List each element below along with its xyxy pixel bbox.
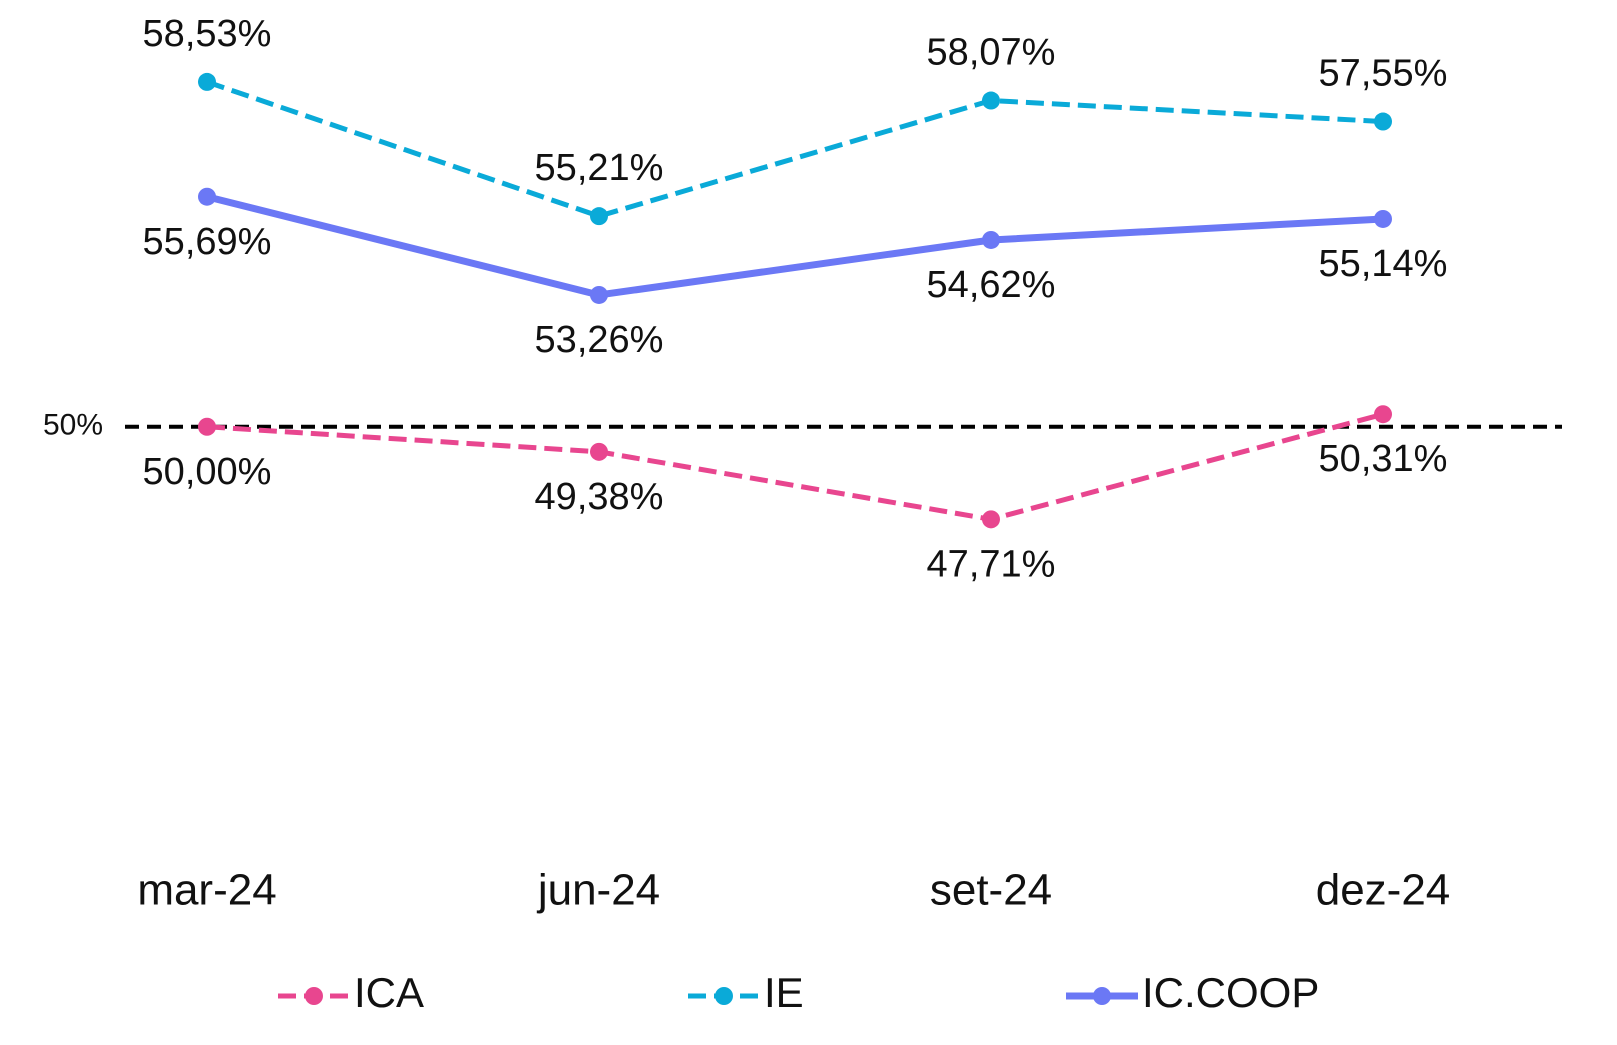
- x-tick-label: set-24: [930, 866, 1052, 915]
- data-point: [1374, 209, 1392, 228]
- y-tick-label: 50%: [43, 409, 103, 442]
- data-label: 55,14%: [1319, 243, 1448, 285]
- data-label: 55,69%: [143, 221, 272, 263]
- data-label: 55,21%: [535, 147, 664, 189]
- series-line: [206, 193, 1384, 299]
- data-point: [982, 230, 1000, 249]
- data-point: [198, 187, 216, 206]
- data-point: [198, 417, 216, 436]
- data-label: 58,07%: [927, 32, 1056, 74]
- data-point: [1374, 405, 1392, 424]
- x-tick-label: mar-24: [137, 866, 276, 915]
- legend-label: IE: [764, 969, 804, 1016]
- x-tick-label: jun-24: [536, 866, 660, 915]
- data-label: 49,38%: [535, 476, 664, 518]
- data-point: [982, 91, 1000, 110]
- legend-label: ICA: [354, 969, 424, 1016]
- data-point: [982, 510, 1000, 529]
- data-point: [590, 207, 608, 226]
- series-line: [206, 411, 1384, 522]
- legend-marker: [305, 987, 323, 1005]
- data-label: 54,62%: [927, 264, 1056, 306]
- data-point: [590, 442, 608, 461]
- data-label: 50,00%: [143, 451, 272, 493]
- data-point: [198, 72, 216, 91]
- data-label: 57,55%: [1319, 53, 1448, 95]
- legend-marker: [1093, 987, 1111, 1005]
- series-line: [206, 79, 1384, 219]
- data-label: 50,31%: [1319, 438, 1448, 480]
- data-point: [590, 285, 608, 304]
- data-label: 47,71%: [927, 543, 1056, 585]
- x-tick-label: dez-24: [1316, 866, 1451, 915]
- data-point: [1374, 112, 1392, 131]
- legend-marker: [715, 987, 733, 1005]
- legend-label: IC.COOP: [1142, 969, 1319, 1016]
- data-label: 53,26%: [535, 319, 664, 361]
- data-label: 58,53%: [143, 13, 272, 55]
